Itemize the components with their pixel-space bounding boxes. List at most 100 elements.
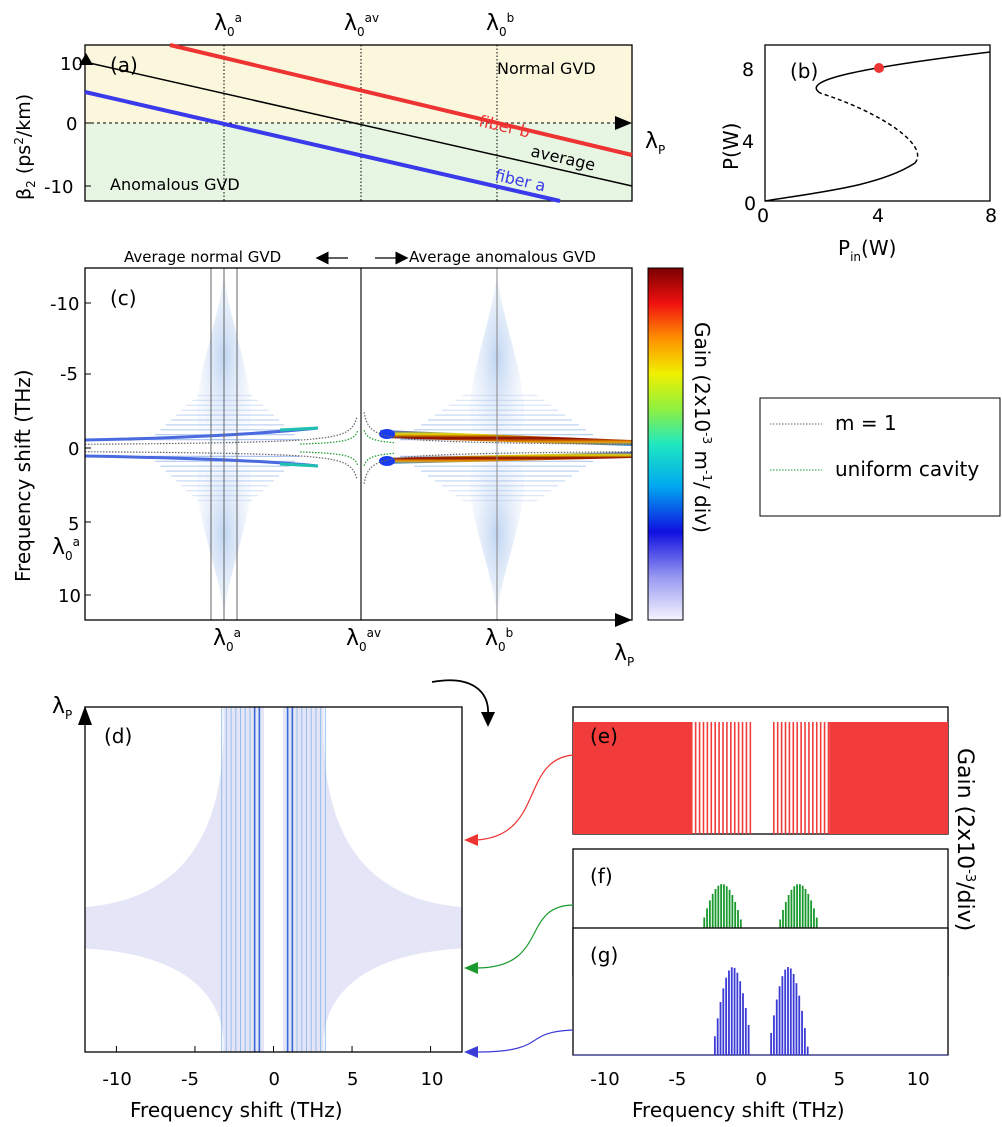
gain-stripes bbox=[84, 394, 600, 502]
e-gain-bars bbox=[573, 722, 948, 834]
d-gain-lines bbox=[221, 707, 326, 1052]
anomalous-gvd-note: Average anomalous GVD bbox=[409, 248, 596, 266]
panel-c-tag: (c) bbox=[110, 286, 137, 310]
lambda-bottom-labels: λ0a λ0av λ0b λP bbox=[213, 626, 634, 669]
panel-b-tag: (b) bbox=[790, 59, 818, 83]
g-tick-label: 0 bbox=[756, 1069, 767, 1090]
anomalous-gvd-region bbox=[85, 123, 632, 201]
panel-g: (g) -10 -5 0 5 10 Frequency shift (THz) bbox=[572, 927, 949, 1122]
m1-curve bbox=[85, 412, 632, 484]
e-fill-right bbox=[829, 722, 948, 834]
upper-branch bbox=[815, 51, 991, 94]
panel-g-frame bbox=[572, 927, 949, 1056]
x-axis-arrow-c bbox=[615, 613, 632, 627]
svg-text:8: 8 bbox=[985, 205, 997, 227]
colorbar-label: Gain (2x10-3 m-1/ div) bbox=[690, 322, 714, 533]
fiber-b-line bbox=[169, 43, 633, 157]
svg-text:8: 8 bbox=[742, 59, 754, 81]
svg-text:-5: -5 bbox=[60, 364, 78, 385]
ytick-a-m10: -10 bbox=[44, 177, 73, 198]
panel-b-ylabel: P(W) bbox=[719, 123, 743, 170]
g-tick-label: 10 bbox=[907, 1069, 930, 1090]
ytick-a-0: 0 bbox=[66, 114, 77, 135]
panel-g-tag: (g) bbox=[590, 943, 618, 967]
connector-e-head bbox=[464, 834, 478, 846]
svg-text:λ0b: λ0b bbox=[486, 11, 514, 39]
panel-g-xticks: -10 -5 0 5 10 bbox=[590, 1069, 929, 1090]
svg-text:λ0av: λ0av bbox=[346, 626, 381, 654]
panel-g-xlabel: Frequency shift (THz) bbox=[632, 1098, 845, 1122]
e-fill-left bbox=[573, 722, 692, 834]
svg-text:β2 (ps2/km): β2 (ps2/km) bbox=[12, 94, 38, 200]
panel-c-frame bbox=[84, 267, 633, 621]
left-upper-tip bbox=[279, 426, 319, 432]
panel-e-tag: (e) bbox=[590, 724, 618, 748]
d-lambdaP: λP bbox=[52, 694, 72, 722]
panel-b-ticks: 8 4 0 0 4 8 bbox=[742, 59, 997, 227]
upper-tube-cap bbox=[379, 429, 395, 439]
connector-f bbox=[475, 904, 574, 969]
d-tick-label: 5 bbox=[347, 1069, 358, 1090]
svg-text:10: 10 bbox=[58, 586, 81, 607]
normal-gvd-label: Normal GVD bbox=[497, 59, 596, 78]
connector-f-head bbox=[464, 962, 478, 974]
x-axis-arrow-a bbox=[615, 116, 632, 130]
panel-b: 8 4 0 0 4 8 (b) P(W) Pin(W) bbox=[719, 44, 997, 264]
fiber-a-line bbox=[84, 90, 561, 203]
normal-gvd-region bbox=[85, 45, 632, 123]
d-center-gap bbox=[264, 707, 283, 1052]
svg-text:λP: λP bbox=[614, 641, 634, 669]
panel-a: 10 0 -10 (a) Normal GVD Anomalous GVD fi… bbox=[12, 11, 665, 203]
svg-text:λ0av: λ0av bbox=[344, 11, 379, 39]
panel-d: λP λ0a (d) -10 -5 0 5 10 Frequency shift (TH… bbox=[52, 535, 463, 1122]
average-line bbox=[84, 61, 633, 187]
svg-text:λP: λP bbox=[645, 129, 665, 157]
g-tick-label: -5 bbox=[668, 1069, 686, 1090]
svg-text:λ0b: λ0b bbox=[485, 626, 513, 654]
connector-g-head bbox=[464, 1046, 478, 1058]
d-tick-label: 10 bbox=[421, 1069, 444, 1090]
colorbar bbox=[647, 267, 684, 621]
lambda-top-labels: λ0a λ0av λ0b λP bbox=[214, 11, 665, 157]
panel-b-frame bbox=[764, 44, 991, 202]
d-tick-label: -10 bbox=[102, 1069, 131, 1090]
connector-g bbox=[475, 1029, 574, 1053]
operating-point bbox=[874, 63, 884, 73]
panel-c-ylabel: Frequency shift (THz) bbox=[11, 369, 35, 582]
upper-gain-tube bbox=[380, 430, 632, 446]
legend-m1-label: m = 1 bbox=[835, 411, 897, 435]
svg-text:4: 4 bbox=[872, 205, 884, 227]
panel-a-ylabel: β2 (ps2/km) bbox=[12, 94, 38, 200]
svg-text:5: 5 bbox=[68, 514, 79, 535]
right-gain-label: Gain (2x10-3/div) bbox=[952, 748, 977, 931]
panel-d-tag: (d) bbox=[104, 724, 132, 748]
normal-gvd-note: Average normal GVD bbox=[124, 248, 281, 266]
svg-text:-10: -10 bbox=[50, 294, 79, 315]
d-tick-label: 0 bbox=[269, 1069, 280, 1090]
legend-uniform-label: uniform cavity bbox=[835, 457, 979, 481]
g-gain-bars bbox=[573, 967, 948, 1056]
panel-d-xticks: -10 -5 0 5 10 bbox=[102, 1046, 443, 1090]
panel-e: (e) bbox=[572, 706, 949, 835]
lower-branch bbox=[764, 162, 916, 202]
svg-text:λ0a: λ0a bbox=[213, 626, 241, 654]
anomalous-gvd-label: Anomalous GVD bbox=[110, 175, 240, 194]
panel-d-xlabel: Frequency shift (THz) bbox=[130, 1098, 343, 1122]
svg-text:0: 0 bbox=[757, 205, 769, 227]
panel-b-xlabel: Pin(W) bbox=[838, 236, 896, 264]
panel-f-tag: (f) bbox=[590, 864, 613, 888]
panel-a-yticks: 10 0 -10 bbox=[44, 54, 91, 198]
transpose-arrowhead bbox=[481, 712, 495, 727]
lower-gain-tube bbox=[380, 452, 632, 464]
d-tick-label: -5 bbox=[181, 1069, 199, 1090]
panel-c-yticks: -10 -5 0 5 10 bbox=[50, 294, 91, 607]
d-lambda0a: λ0a bbox=[52, 535, 80, 563]
left-lower-tip bbox=[279, 462, 319, 468]
legend-box bbox=[759, 397, 1001, 517]
svg-text:0: 0 bbox=[744, 193, 756, 215]
g-tick-label: 5 bbox=[834, 1069, 845, 1090]
d-gain-fan bbox=[85, 707, 462, 1052]
uniform-cavity-curve bbox=[299, 430, 395, 466]
g-tick-label: -10 bbox=[590, 1069, 619, 1090]
